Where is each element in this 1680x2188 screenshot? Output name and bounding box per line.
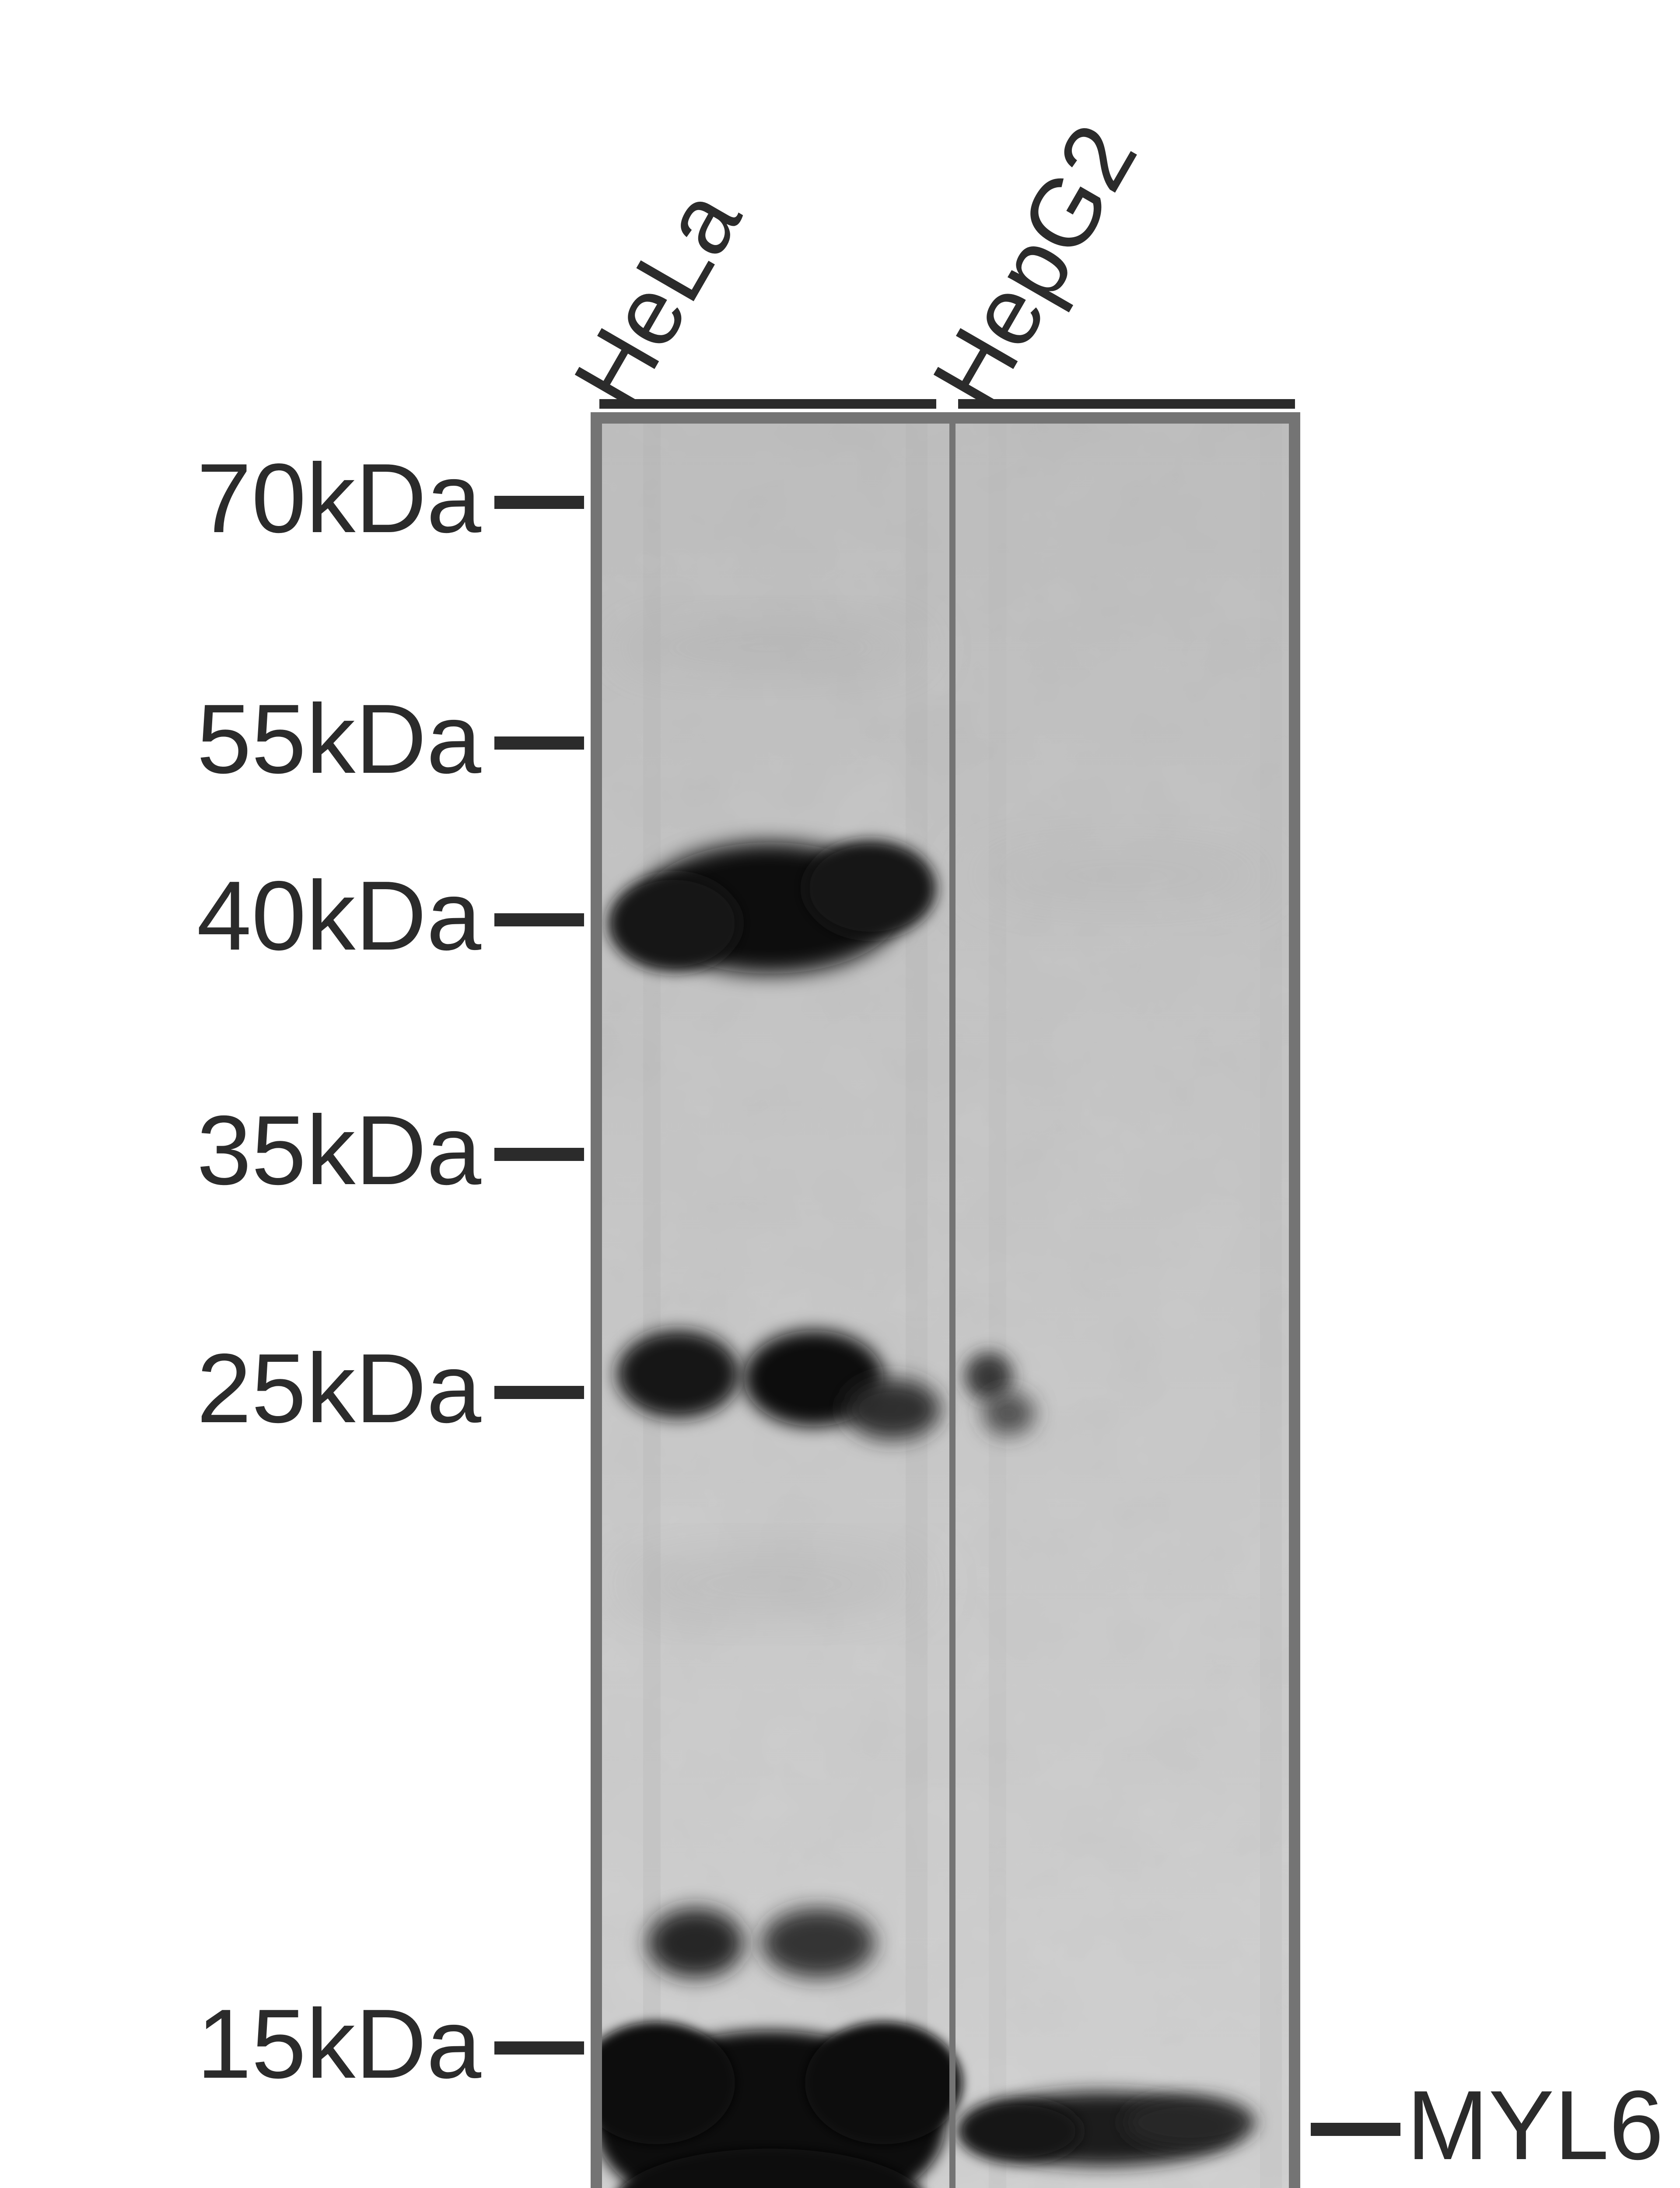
marker-label-5: 15kDa [197,1987,481,2100]
marker-tick-4 [494,1386,584,1399]
marker-tick-3 [494,1148,584,1161]
marker-label-3: 35kDa [197,1094,481,1207]
target-label: MYL6 [1407,2069,1664,2182]
figure-canvas: HeLaHepG270kDa55kDa40kDa35kDa25kDa15kDa1… [0,0,1680,2188]
marker-label-4: 25kDa [197,1332,481,1445]
marker-tick-1 [494,736,584,750]
target-tick [1311,2123,1400,2136]
blot-frame [591,412,1300,2188]
marker-label-2: 40kDa [197,859,481,972]
lane-divider [949,424,956,2188]
marker-label-0: 70kDa [197,442,481,555]
marker-tick-5 [494,2041,584,2055]
marker-tick-0 [494,496,584,509]
marker-label-1: 55kDa [197,682,481,796]
marker-tick-2 [494,913,584,926]
